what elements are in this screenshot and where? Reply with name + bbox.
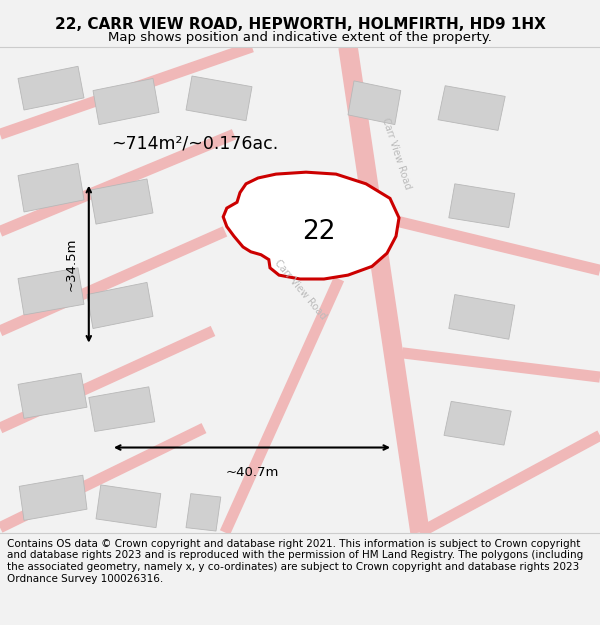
Polygon shape [89, 387, 155, 431]
Polygon shape [223, 172, 399, 279]
Polygon shape [18, 163, 84, 212]
Polygon shape [348, 81, 401, 124]
Polygon shape [444, 401, 511, 445]
Polygon shape [90, 179, 153, 224]
Text: 22: 22 [302, 219, 335, 245]
Polygon shape [87, 282, 153, 329]
Polygon shape [19, 475, 87, 521]
Text: Map shows position and indicative extent of the property.: Map shows position and indicative extent… [108, 31, 492, 44]
Polygon shape [449, 294, 515, 339]
Polygon shape [18, 268, 84, 315]
Text: ~714m²/~0.176ac.: ~714m²/~0.176ac. [111, 135, 278, 153]
Polygon shape [18, 66, 84, 110]
Text: ~34.5m: ~34.5m [65, 238, 78, 291]
Polygon shape [438, 86, 505, 131]
Polygon shape [18, 373, 87, 418]
Polygon shape [93, 79, 159, 124]
Text: Carr View Road: Carr View Road [380, 117, 412, 191]
Text: Carr View Road: Carr View Road [272, 258, 328, 321]
Text: 22, CARR VIEW ROAD, HEPWORTH, HOLMFIRTH, HD9 1HX: 22, CARR VIEW ROAD, HEPWORTH, HOLMFIRTH,… [55, 17, 545, 32]
Polygon shape [186, 494, 221, 531]
Polygon shape [96, 485, 161, 528]
Text: ~40.7m: ~40.7m [226, 466, 278, 479]
Text: Contains OS data © Crown copyright and database right 2021. This information is : Contains OS data © Crown copyright and d… [7, 539, 583, 584]
Polygon shape [186, 76, 252, 121]
Polygon shape [449, 184, 515, 228]
